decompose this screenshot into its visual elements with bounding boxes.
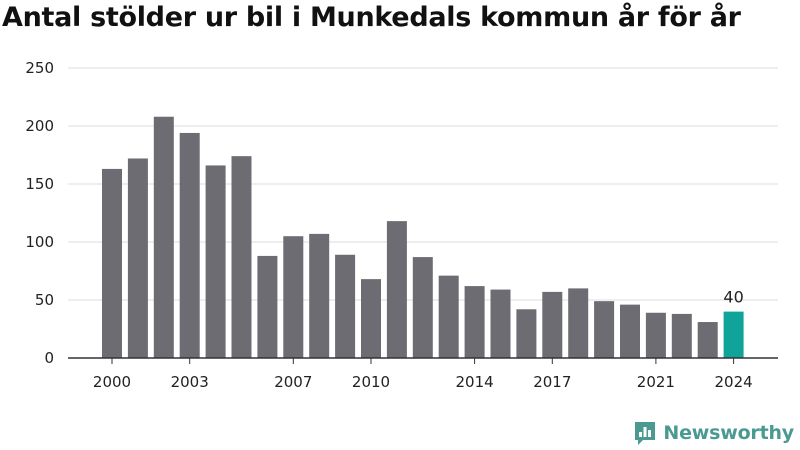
bar-2014 [464, 286, 485, 358]
bar-2020 [620, 304, 640, 358]
bar-2001 [127, 158, 148, 358]
y-tick-label-200: 200 [25, 117, 54, 135]
bar-2010 [361, 279, 381, 358]
bar-2015 [490, 289, 511, 358]
bar-2011 [386, 221, 407, 358]
x-tick-label-2007: 2007 [274, 373, 312, 391]
bar-2012 [412, 257, 433, 358]
bar-2007 [283, 236, 304, 358]
bar-2019 [594, 301, 615, 358]
bar-2004 [205, 165, 226, 358]
y-axis-labels: 0 50 100 150 200 250 [25, 59, 54, 367]
bar-2002 [153, 116, 174, 358]
y-tick-label-0: 0 [44, 349, 54, 367]
x-tick-label-2021: 2021 [637, 373, 675, 391]
x-tick-label-2014: 2014 [456, 373, 494, 391]
y-tick-label-100: 100 [25, 233, 54, 251]
bar-2008 [309, 233, 330, 358]
bar-2006 [257, 255, 278, 358]
x-tick-label-2024: 2024 [715, 373, 753, 391]
brand-name: Newsworthy [663, 422, 794, 444]
bar-2009 [335, 254, 356, 358]
bar-2000 [102, 168, 122, 358]
bar-2017 [542, 291, 563, 358]
x-tick-label-2010: 2010 [352, 373, 390, 391]
y-tick-label-250: 250 [25, 59, 54, 77]
bar-2021 [645, 312, 666, 358]
bar-2003 [179, 132, 200, 358]
bar-2024 [723, 311, 744, 358]
chart-title: Antal stölder ur bil i Munkedals kommun … [2, 2, 741, 33]
data-labels: 40 [723, 288, 743, 307]
bar-2023 [697, 322, 718, 358]
bar-2016 [516, 309, 537, 358]
x-tick-label-2003: 2003 [171, 373, 209, 391]
bar-2022 [671, 313, 692, 358]
bar-2005 [231, 156, 252, 358]
y-tick-label-150: 150 [25, 175, 54, 193]
newsworthy-brand: Newsworthy [633, 420, 794, 446]
data-label-2024: 40 [723, 288, 743, 307]
bar-2013 [438, 275, 459, 358]
bar-chart-logo-icon [635, 422, 656, 445]
x-tick-label-2017: 2017 [533, 373, 571, 391]
bars [102, 116, 744, 358]
x-axis: 2000 2003 2007 2010 2014 2017 2021 2024 [68, 357, 778, 391]
x-tick-label-2000: 2000 [93, 373, 131, 391]
bar-2018 [568, 288, 589, 358]
y-tick-label-50: 50 [35, 291, 54, 309]
